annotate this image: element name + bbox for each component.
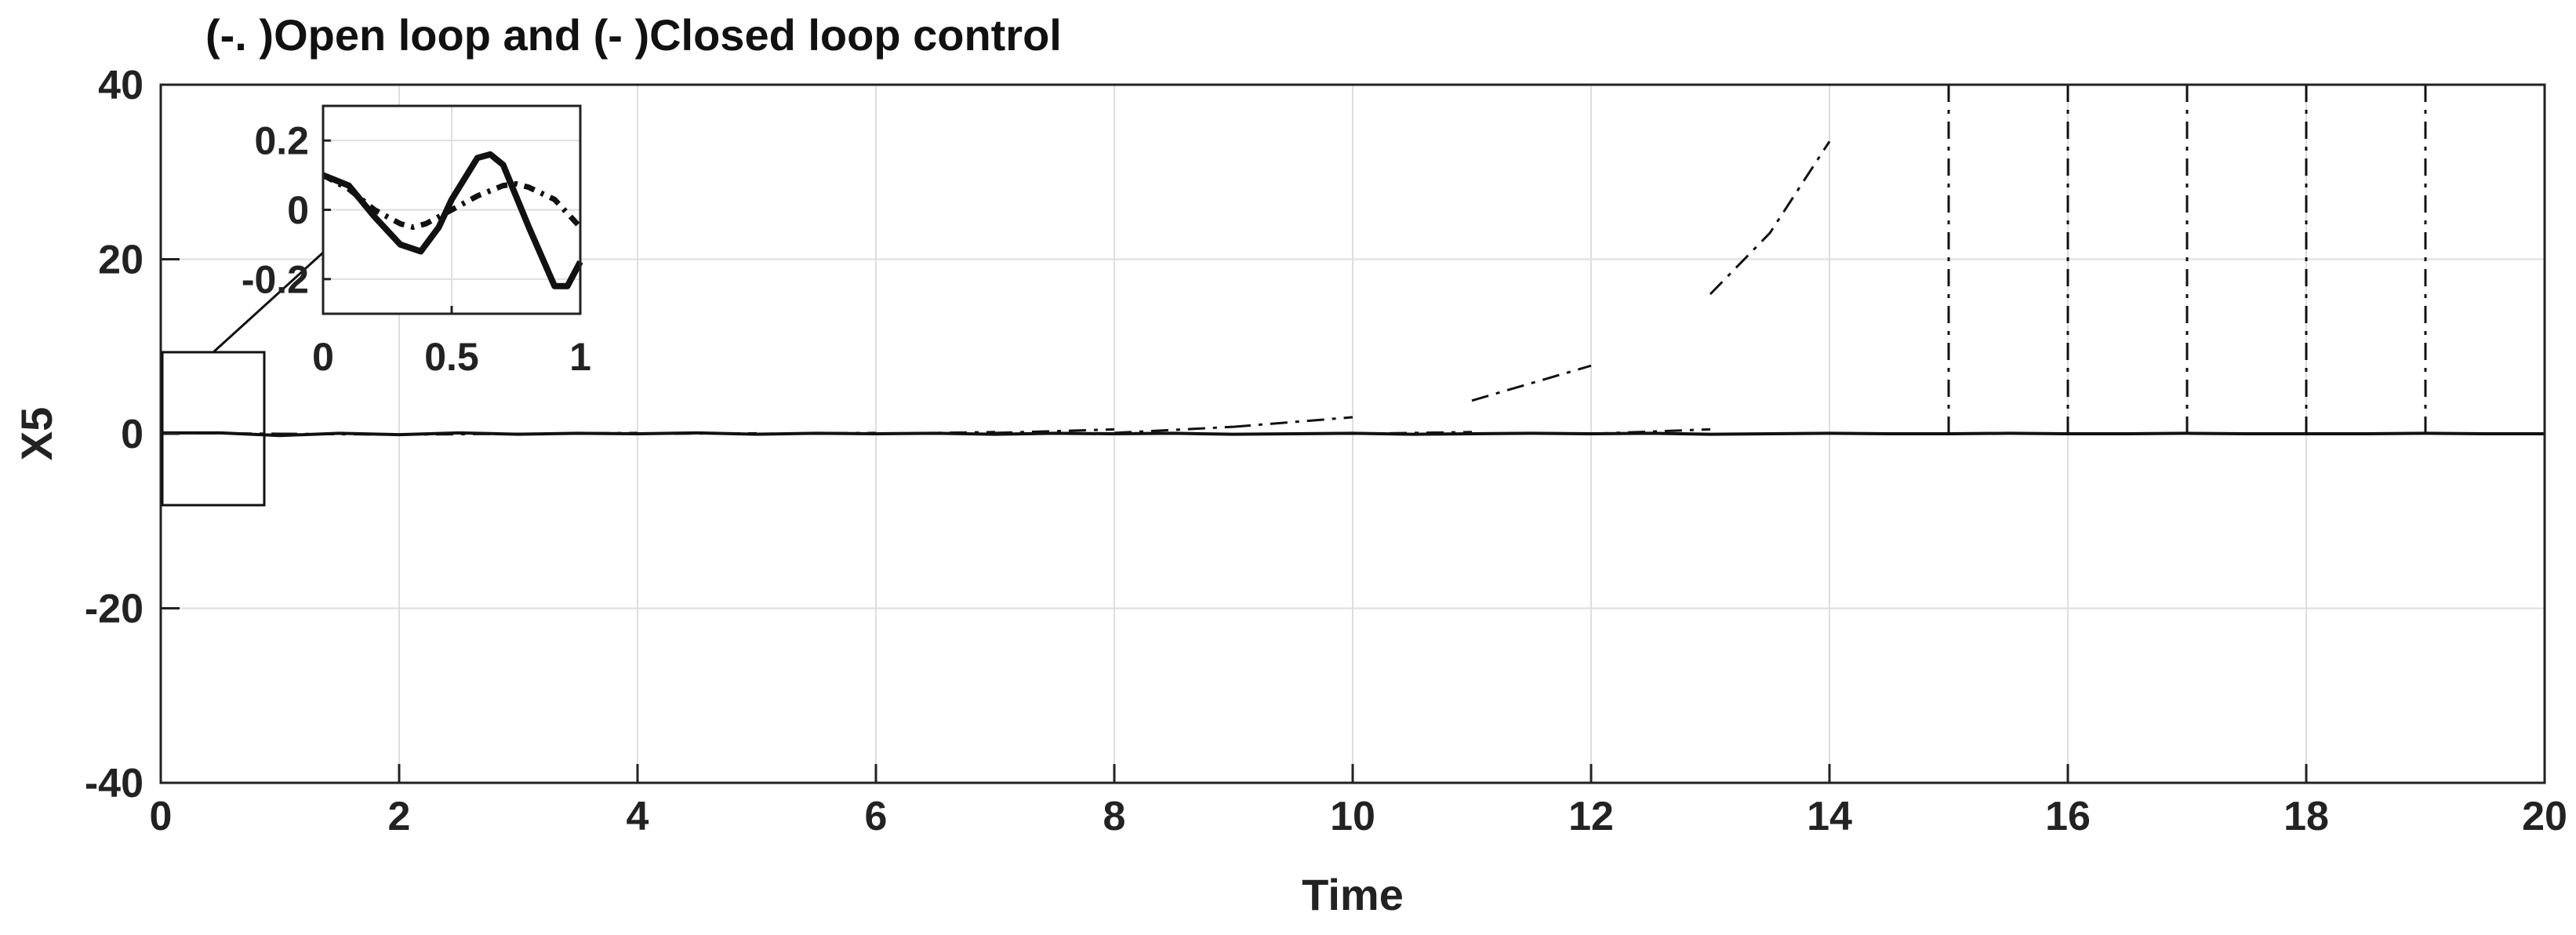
y-tick-label: -20 <box>85 587 144 632</box>
x-tick-label: 1 <box>569 335 591 379</box>
zoom-indicator <box>161 251 325 507</box>
x-tick-label: 10 <box>1330 794 1375 839</box>
y-tick-label: 40 <box>98 63 144 108</box>
y-tick-label: 20 <box>98 238 144 283</box>
y-tick-label: -0.2 <box>242 257 309 301</box>
y-tick-label: 0.2 <box>254 119 309 163</box>
x-tick-label: 18 <box>2284 794 2329 839</box>
x-tick-label: 2 <box>388 794 411 839</box>
y-tick-label: 0 <box>287 188 309 232</box>
main-x-ticks: 0 2 4 6 8 10 12 14 16 18 20 <box>150 764 2567 839</box>
open-loop-segment <box>875 431 996 435</box>
x-tick-label: 4 <box>627 794 649 839</box>
open-loop-segment <box>1114 425 1234 435</box>
open-loop-segment <box>1352 431 1473 435</box>
x-tick-label: 6 <box>865 794 888 839</box>
x-tick-label: 0 <box>312 335 334 379</box>
open-loop-segment <box>1709 140 1831 296</box>
y-axis-label: X5 <box>12 407 61 461</box>
inset-y-ticks: 0.2 0 -0.2 <box>242 119 331 301</box>
main-y-ticks: 40 20 0 -20 -40 <box>85 63 180 806</box>
x-tick-label: 0 <box>150 794 173 839</box>
y-tick-label: -40 <box>85 761 144 806</box>
inset-plot: 0 0.5 1 0.20-0.2 <box>242 104 591 379</box>
closed-loop-line <box>161 431 2545 438</box>
x-tick-label: 16 <box>2045 794 2091 839</box>
open-loop-segment <box>994 427 1115 435</box>
x-tick-label: 14 <box>1807 794 1852 839</box>
y-tick-label: 0 <box>121 412 144 457</box>
x-tick-label: 20 <box>2522 794 2567 839</box>
open-loop-segment <box>1471 364 1592 402</box>
x-tick-label: 8 <box>1103 794 1126 839</box>
x-tick-label: 12 <box>1568 794 1614 839</box>
zoom-connector <box>212 251 325 354</box>
chart-title: (-. )Open loop and (- )Closed loop contr… <box>205 10 1062 60</box>
open-loop-segment <box>1233 416 1353 428</box>
open-loop-segment <box>1590 427 1711 435</box>
closed-loop-line <box>322 151 583 289</box>
x-tick-label: 0.5 <box>424 335 479 379</box>
x-axis-label: Time <box>1302 870 1404 919</box>
open-loop-line <box>322 173 583 231</box>
inset-x-ticks: 0 0.5 1 <box>312 306 591 379</box>
inset-series <box>322 151 583 289</box>
